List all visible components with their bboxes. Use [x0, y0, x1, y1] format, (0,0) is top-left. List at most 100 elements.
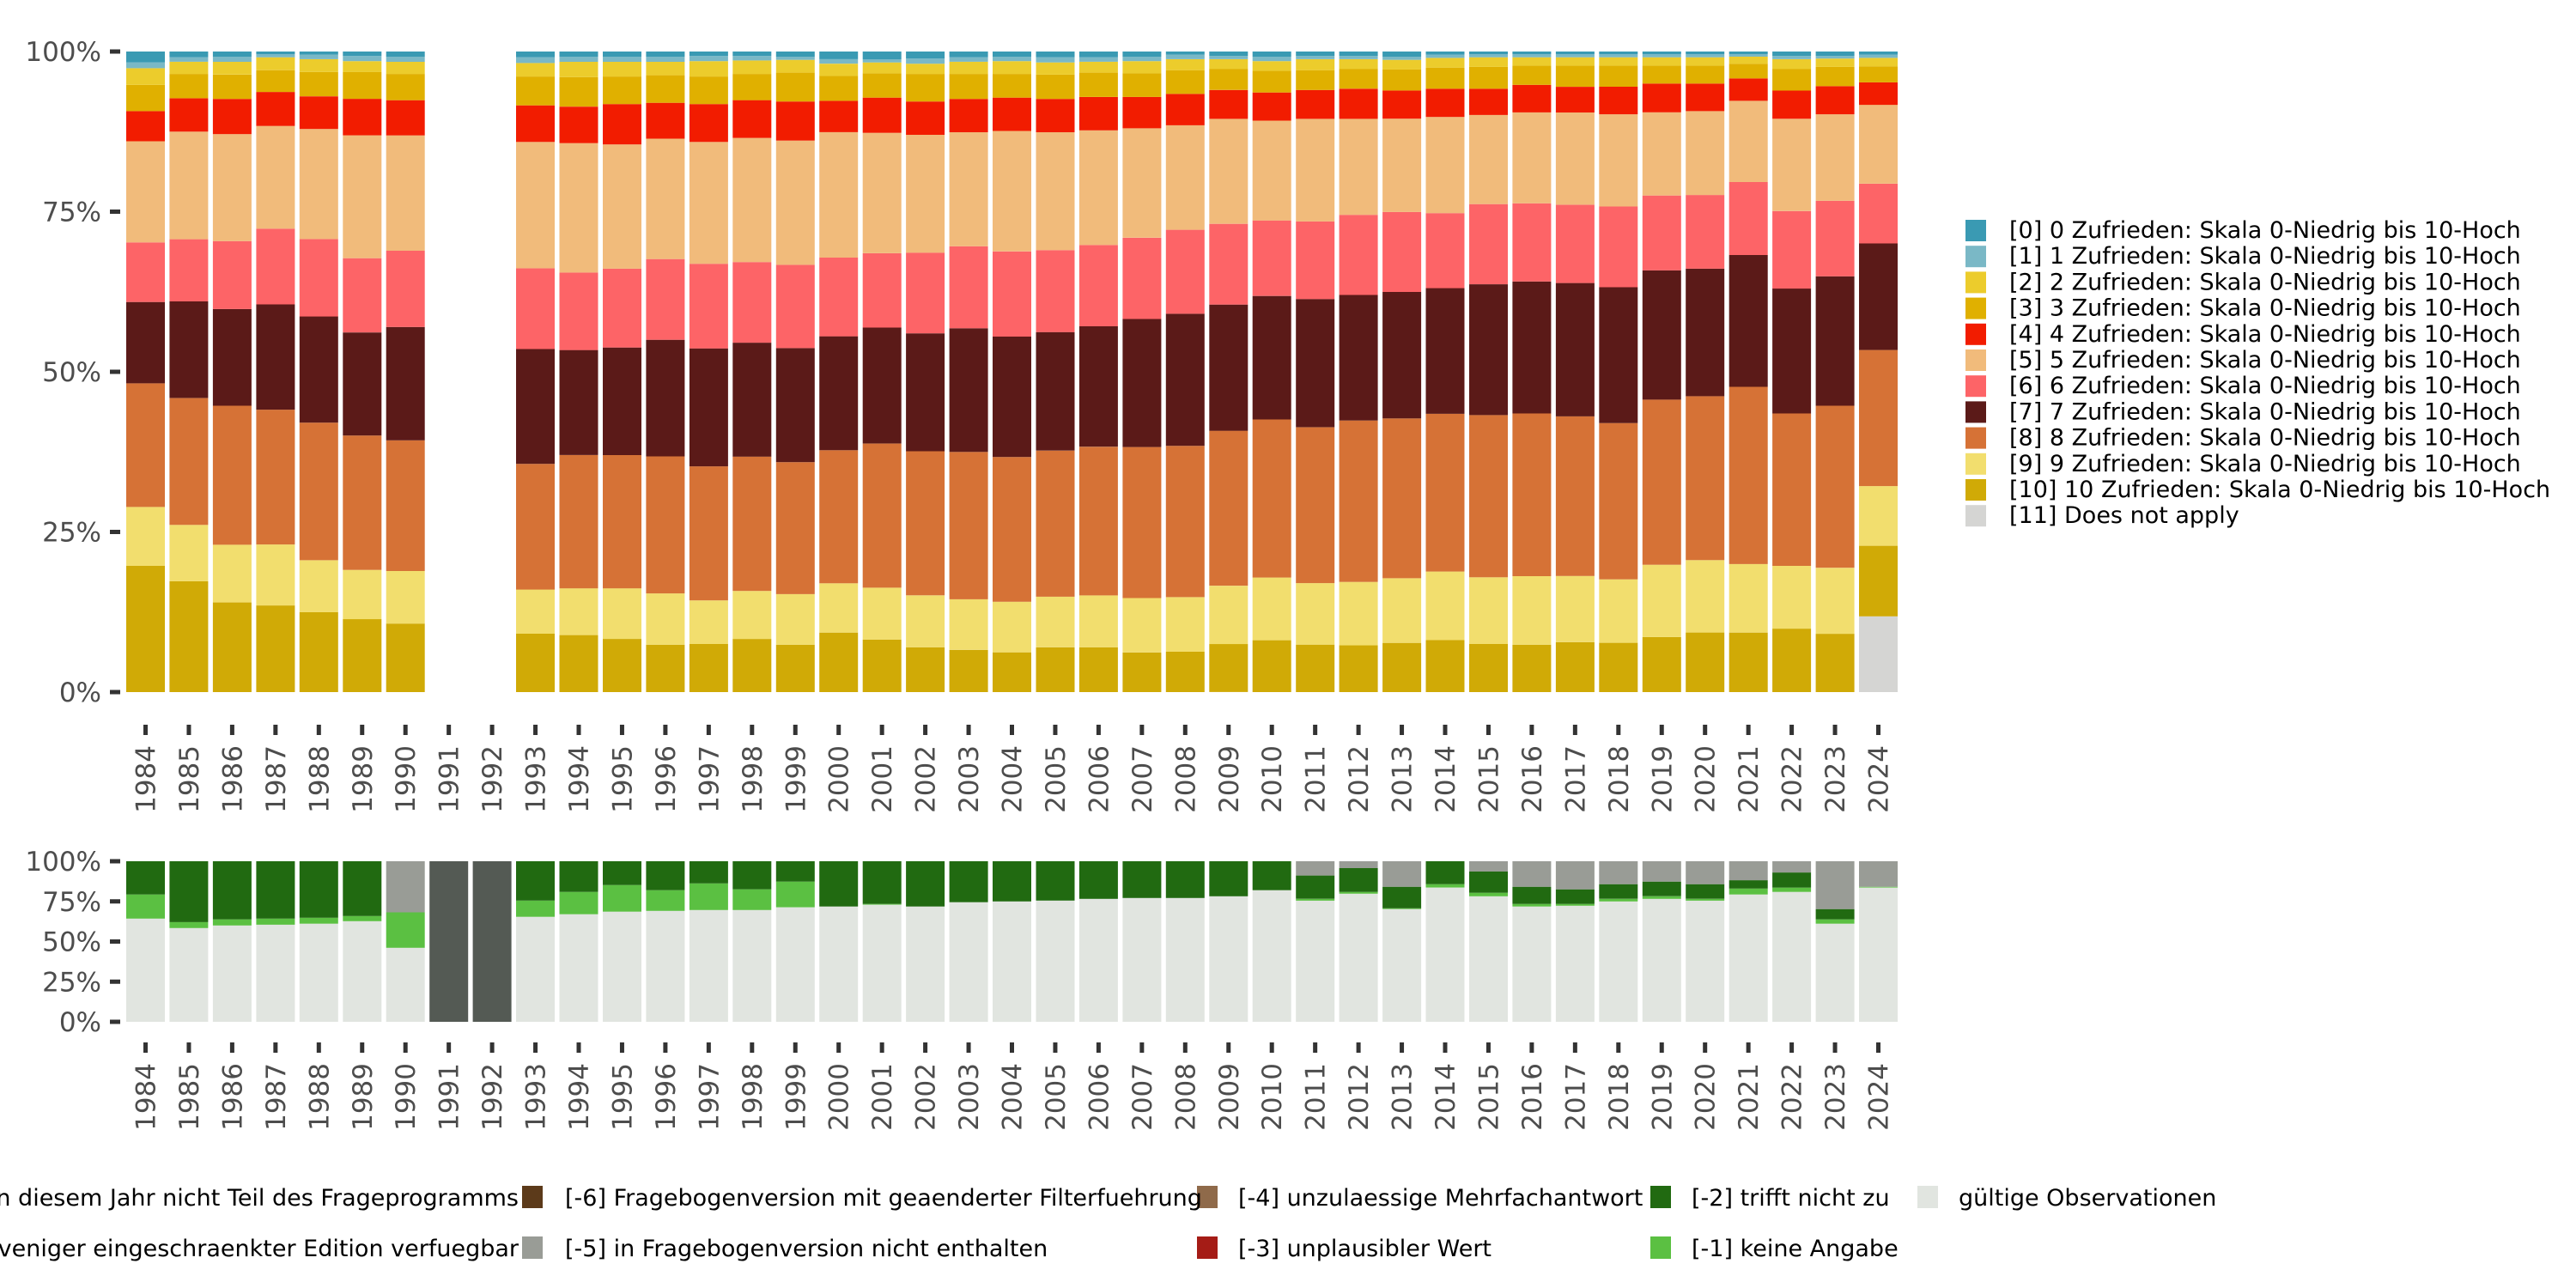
bar-segment-1995-2 — [603, 861, 641, 885]
bar-segment-2010-10 — [1252, 640, 1291, 692]
bar-segment-2018-10 — [1599, 642, 1638, 692]
bar-segment-2006-3 — [1078, 72, 1118, 97]
bar-segment-2010-8 — [1252, 419, 1291, 578]
x-tick-label-1989: 1989 — [348, 1063, 379, 1131]
bar-segment-2016-5 — [1512, 861, 1552, 887]
x-tick — [1313, 1042, 1318, 1053]
bar-segment-2006-5 — [1078, 130, 1118, 246]
bar-segment-1994-5 — [559, 143, 598, 273]
bar-segment-1994-7 — [559, 349, 598, 455]
bar-segment-2022-2 — [1772, 872, 1812, 888]
bar-segment-2014-9 — [1425, 571, 1465, 641]
bar-segment-1996-9 — [646, 593, 685, 645]
bar-segment-2005-3 — [1036, 74, 1075, 100]
bar-segment-2020-4 — [1686, 83, 1725, 112]
bar-segment-2016-10 — [1512, 644, 1552, 692]
bar-segment-2003-4 — [949, 99, 988, 132]
bar-segment-2014-8 — [1425, 413, 1465, 572]
x-tick-label-1998: 1998 — [738, 1063, 769, 1131]
bar-segment-2024-6 — [1859, 184, 1898, 244]
bar-segment-1990-10 — [386, 623, 425, 692]
bar-segment-2007-0 — [1122, 897, 1162, 1022]
x-tick-label-2001: 2001 — [867, 1063, 898, 1131]
bar-segment-2015-4 — [1469, 88, 1508, 115]
bar-segment-1995-0 — [603, 911, 641, 1022]
bar-segment-2009-2 — [1209, 861, 1249, 896]
bar-segment-1988-10 — [299, 611, 338, 692]
x-tick — [1529, 725, 1534, 735]
bar-segment-2009-4 — [1209, 89, 1249, 119]
bar-segment-1990-1 — [386, 912, 425, 948]
x-tick — [229, 725, 234, 735]
bar-segment-2006-0 — [1078, 898, 1118, 1022]
x-tick — [1789, 725, 1795, 735]
bar-segment-2001-8 — [862, 443, 902, 588]
bar-segment-2007-5 — [1122, 128, 1162, 238]
bar-segment-2015-1 — [1469, 54, 1508, 58]
bar-segment-2015-8 — [1469, 415, 1508, 578]
bar-segment-2004-7 — [993, 337, 1031, 458]
top-plot-satisfaction — [126, 52, 1898, 692]
bar-segment-1988-6 — [299, 239, 338, 317]
bar-segment-2010-6 — [1252, 220, 1291, 296]
bottom-legend: n diesem Jahr nicht Teil des Frageprogra… — [0, 1185, 2216, 1262]
bar-segment-2016-0 — [1512, 906, 1552, 1022]
bar-segment-2017-3 — [1555, 65, 1595, 87]
bar-segment-2013-2 — [1382, 59, 1422, 70]
bar-segment-1993-4 — [516, 105, 555, 143]
bar-segment-2000-1 — [819, 58, 859, 64]
x-tick — [619, 1042, 624, 1053]
bar-segment-1990-1 — [386, 57, 425, 62]
bar-segment-2018-3 — [1599, 65, 1638, 87]
x-tick-label-2017: 2017 — [1560, 1063, 1591, 1131]
x-tick-label-2023: 2023 — [1820, 745, 1851, 813]
bar-segment-2009-0 — [1209, 52, 1249, 57]
x-tick — [706, 725, 711, 735]
x-tick-label-1984: 1984 — [131, 1063, 162, 1131]
top-y-axis: 0% 25% 50% 75% 100% — [25, 37, 120, 708]
x-tick — [1485, 725, 1491, 735]
bar-segment-1990-9 — [386, 571, 425, 624]
x-tick — [836, 725, 841, 735]
bar-segment-1996-8 — [646, 456, 685, 594]
legend-label: [-3] unplausibler Wert — [1238, 1236, 1492, 1262]
bar-segment-2017-7 — [1555, 283, 1595, 416]
x-tick — [750, 1042, 755, 1053]
bar-segment-1992-7 — [472, 861, 512, 1022]
y-tick-label: 100% — [25, 847, 101, 878]
x-tick — [1832, 1042, 1838, 1053]
y-tick-label: 100% — [25, 37, 101, 68]
bar-segment-2021-3 — [1728, 64, 1768, 79]
bar-segment-1994-2 — [559, 61, 598, 77]
x-tick-label-1987: 1987 — [261, 1063, 292, 1131]
bar-segment-1997-8 — [689, 466, 728, 601]
x-tick — [576, 725, 581, 735]
bar-segment-2012-7 — [1339, 295, 1378, 421]
bar-segment-1999-7 — [775, 348, 815, 463]
bar-segment-1999-6 — [775, 264, 815, 349]
bar-segment-1984-3 — [126, 84, 165, 112]
bar-segment-2014-1 — [1425, 54, 1465, 58]
bar-segment-2003-3 — [949, 74, 988, 100]
bar-segment-2007-0 — [1122, 52, 1162, 57]
x-tick-label-2000: 2000 — [824, 745, 855, 813]
x-tick-label-2024: 2024 — [1864, 745, 1895, 813]
bar-segment-1998-0 — [732, 52, 772, 57]
x-tick-label-1991: 1991 — [434, 1063, 465, 1131]
bar-segment-2003-2 — [949, 61, 988, 75]
x-tick-label-1992: 1992 — [477, 1063, 508, 1131]
bottom-plot-observations — [126, 861, 1898, 1023]
bar-segment-1986-8 — [212, 405, 252, 545]
bar-segment-1998-7 — [732, 343, 772, 457]
x-tick — [360, 1042, 365, 1053]
bar-segment-2015-5 — [1469, 114, 1508, 204]
bar-segment-2002-7 — [906, 333, 945, 452]
bar-segment-2015-0 — [1469, 52, 1508, 54]
bar-segment-1987-10 — [256, 605, 295, 692]
x-tick-label-1996: 1996 — [651, 745, 682, 813]
bar-segment-1988-2 — [299, 58, 338, 72]
bar-segment-2017-4 — [1555, 87, 1595, 112]
bar-segment-2010-4 — [1252, 92, 1291, 121]
bar-segment-1995-1 — [603, 884, 641, 912]
bar-segment-2017-1 — [1555, 54, 1595, 58]
